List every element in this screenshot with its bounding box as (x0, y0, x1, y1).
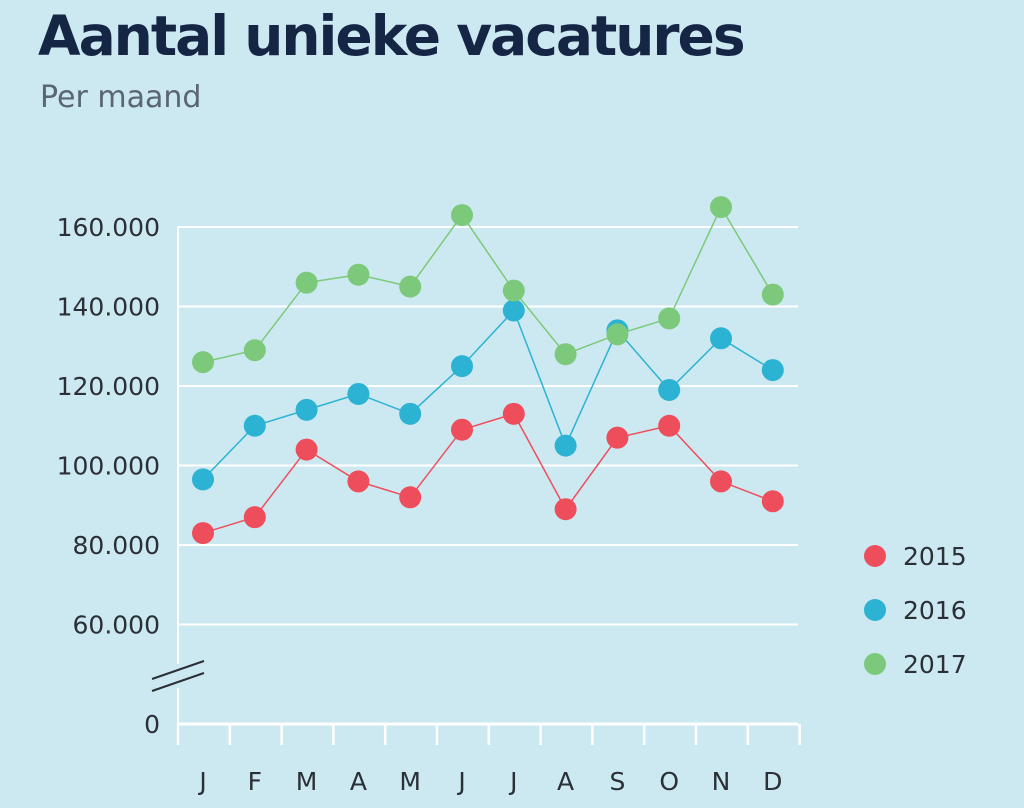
axes (151, 227, 801, 745)
y-tick-label: 100.000 (57, 452, 160, 481)
x-tick-label: A (350, 767, 367, 796)
data-point-2016-F (243, 414, 266, 437)
y-tick-label: 120.000 (57, 372, 160, 401)
y-tick-label: 60.000 (73, 611, 160, 640)
series-line-2016 (202, 309, 774, 480)
data-point-2017-F (243, 339, 266, 362)
y-tick-label: 80.000 (73, 531, 160, 560)
data-point-2016-J (192, 468, 214, 491)
grid-lines (178, 226, 798, 725)
series-2016 (192, 299, 784, 491)
data-point-2017-J (192, 351, 214, 374)
data-point-2015-A (347, 470, 370, 493)
legend: 2015 2016 2017 (864, 542, 967, 679)
legend-label-2017: 2017 (903, 650, 967, 679)
data-point-2016-D (761, 359, 784, 382)
data-point-2015-J (451, 418, 473, 441)
series-layer (192, 196, 784, 545)
x-tick-label: J (197, 767, 206, 796)
x-tick-label: N (712, 767, 731, 796)
data-point-2016-J (502, 299, 525, 322)
data-point-2015-F (243, 506, 266, 529)
legend-label-2016: 2016 (903, 596, 967, 625)
series-line-2015 (202, 412, 774, 534)
data-point-2017-J (502, 279, 525, 302)
data-point-2015-S (606, 426, 629, 449)
data-point-2016-J (451, 355, 473, 378)
data-point-2017-S (606, 323, 629, 346)
data-point-2017-A (347, 263, 370, 286)
x-tick-label: O (659, 767, 679, 796)
series-line-2017 (202, 205, 774, 363)
x-tick-label: D (763, 767, 782, 796)
axis-break-mark (151, 672, 205, 692)
series-2015 (192, 402, 784, 545)
x-tick-label: F (248, 767, 262, 796)
y-tick-label: 160.000 (57, 213, 160, 242)
y-axis-tick-labels: 0 60.000 80.000 100.000 120.000 140.000 160.00… (57, 213, 160, 739)
data-point-2017-O (658, 307, 681, 330)
x-tick-label: J (508, 767, 517, 796)
data-point-2015-N (710, 470, 732, 493)
data-point-2016-A (347, 382, 370, 405)
data-point-2016-M (295, 398, 318, 421)
x-tick-label: A (557, 767, 574, 796)
data-point-2017-N (710, 196, 732, 219)
legend-marker-2017 (864, 653, 886, 675)
data-point-2015-J (502, 402, 525, 425)
data-point-2016-A (554, 434, 577, 457)
data-point-2016-N (710, 327, 732, 350)
x-tick-label: M (399, 767, 421, 796)
legend-marker-2016 (864, 599, 886, 621)
data-point-2017-D (761, 283, 784, 306)
x-tick-label: J (456, 767, 465, 796)
data-point-2015-D (761, 490, 784, 513)
y-tick-label: 140.000 (57, 293, 160, 322)
data-point-2016-O (658, 378, 681, 401)
chart-title: Aantal unieke vacatures (38, 4, 746, 68)
x-tick-label: S (609, 767, 625, 796)
data-point-2015-M (399, 486, 422, 509)
data-point-2017-J (451, 204, 473, 227)
x-tick-label: M (296, 767, 318, 796)
chart-subtitle: Per maand (40, 80, 202, 115)
data-point-2017-M (399, 275, 422, 298)
axis-break-mark (151, 660, 205, 680)
data-point-2017-A (554, 343, 577, 366)
y-tick-label: 0 (144, 710, 160, 739)
series-2017 (192, 196, 784, 374)
data-point-2015-A (554, 498, 577, 521)
data-point-2015-O (658, 414, 681, 437)
data-point-2015-M (295, 438, 318, 461)
legend-label-2015: 2015 (903, 542, 967, 571)
data-point-2016-M (399, 402, 422, 425)
data-point-2015-J (192, 522, 214, 545)
legend-marker-2015 (864, 545, 886, 567)
data-point-2017-M (295, 271, 318, 294)
